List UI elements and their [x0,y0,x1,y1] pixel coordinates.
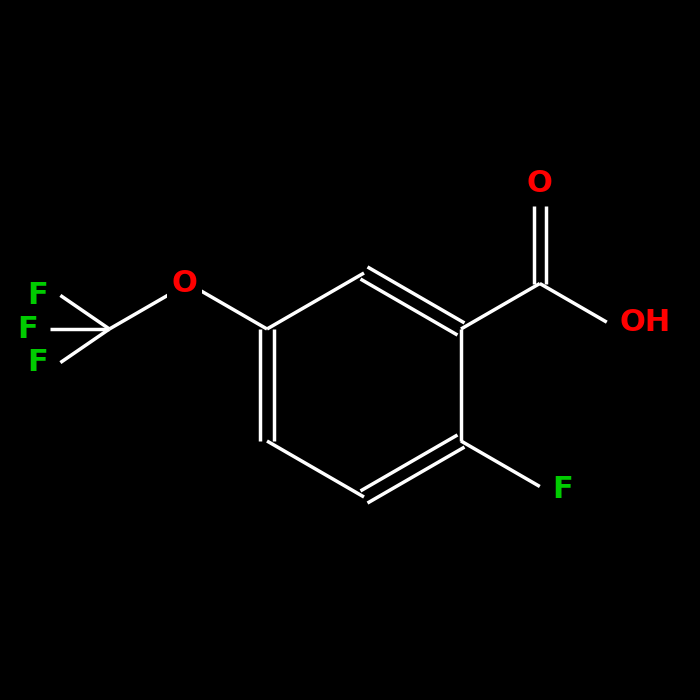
Text: F: F [27,281,48,310]
Text: O: O [527,169,553,198]
Text: O: O [172,269,197,298]
Text: OH: OH [620,308,671,337]
Text: F: F [27,348,48,377]
Text: F: F [17,314,38,344]
Text: F: F [552,475,573,505]
